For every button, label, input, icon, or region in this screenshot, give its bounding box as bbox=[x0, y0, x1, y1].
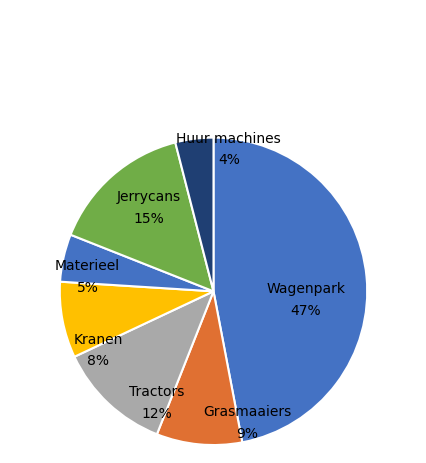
Wedge shape bbox=[156, 292, 242, 445]
Wedge shape bbox=[70, 143, 213, 292]
Text: Huur machines: Huur machines bbox=[176, 131, 281, 145]
Text: Tractors: Tractors bbox=[129, 384, 184, 398]
Text: Materieel: Materieel bbox=[55, 259, 120, 273]
Text: Kranen: Kranen bbox=[73, 332, 123, 346]
Text: 15%: 15% bbox=[133, 211, 164, 225]
Wedge shape bbox=[175, 138, 213, 292]
Text: 4%: 4% bbox=[217, 153, 239, 167]
Text: 8%: 8% bbox=[87, 354, 109, 368]
Wedge shape bbox=[213, 138, 366, 442]
Wedge shape bbox=[74, 292, 213, 434]
Text: Grasmaaiers: Grasmaaiers bbox=[203, 404, 291, 418]
Text: 9%: 9% bbox=[236, 426, 258, 440]
Text: 12%: 12% bbox=[141, 406, 172, 420]
Wedge shape bbox=[60, 235, 213, 292]
Text: 47%: 47% bbox=[290, 303, 320, 317]
Text: Jerrycans: Jerrycans bbox=[117, 190, 181, 204]
Text: 5%: 5% bbox=[76, 280, 98, 294]
Text: Wagenpark: Wagenpark bbox=[265, 282, 345, 295]
Wedge shape bbox=[60, 282, 213, 357]
